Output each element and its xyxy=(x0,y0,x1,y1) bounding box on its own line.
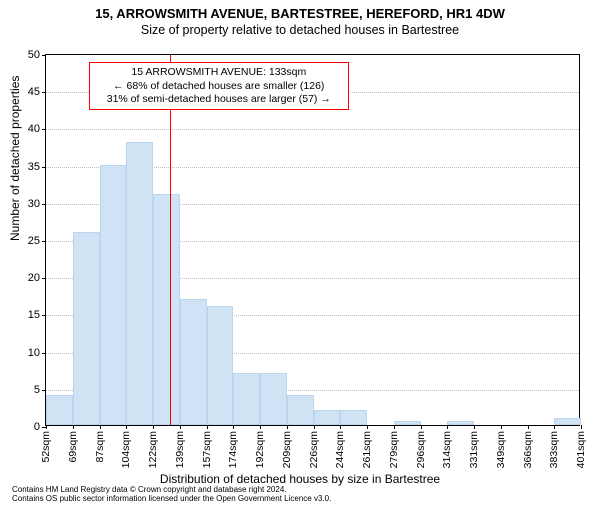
x-tick-label: 383sqm xyxy=(548,431,560,468)
y-tick-mark xyxy=(42,241,46,242)
x-tick-label: 122sqm xyxy=(147,431,159,468)
x-tick-label: 52sqm xyxy=(40,431,52,463)
y-tick-mark xyxy=(42,92,46,93)
chart-subtitle: Size of property relative to detached ho… xyxy=(0,23,600,37)
histogram-bar xyxy=(153,194,180,425)
y-tick-label: 40 xyxy=(28,123,40,135)
y-tick-mark xyxy=(42,390,46,391)
x-tick-label: 366sqm xyxy=(522,431,534,468)
x-tick-mark xyxy=(73,425,74,429)
x-tick-mark xyxy=(501,425,502,429)
x-tick-mark xyxy=(421,425,422,429)
x-tick-label: 314sqm xyxy=(441,431,453,468)
histogram-bar xyxy=(260,373,287,425)
y-tick-mark xyxy=(42,129,46,130)
x-tick-label: 157sqm xyxy=(201,431,213,468)
annotation-line: 31% of semi-detached houses are larger (… xyxy=(96,93,342,106)
y-tick-label: 45 xyxy=(28,86,40,98)
x-tick-mark xyxy=(367,425,368,429)
y-tick-mark xyxy=(42,167,46,168)
x-tick-label: 69sqm xyxy=(67,431,79,463)
x-tick-mark xyxy=(180,425,181,429)
x-tick-label: 87sqm xyxy=(94,431,106,463)
x-tick-label: 139sqm xyxy=(174,431,186,468)
y-axis-label: Number of detached properties xyxy=(8,76,22,241)
x-tick-mark xyxy=(287,425,288,429)
x-tick-label: 401sqm xyxy=(575,431,587,468)
y-tick-label: 20 xyxy=(28,272,40,284)
y-tick-mark xyxy=(42,204,46,205)
y-tick-label: 30 xyxy=(28,198,40,210)
x-tick-mark xyxy=(340,425,341,429)
histogram-bar xyxy=(126,142,153,425)
x-tick-label: 349sqm xyxy=(495,431,507,468)
y-tick-mark xyxy=(42,55,46,56)
x-tick-label: 174sqm xyxy=(227,431,239,468)
plot-frame: 0510152025303540455052sqm69sqm87sqm104sq… xyxy=(45,54,580,426)
x-tick-mark xyxy=(474,425,475,429)
y-tick-label: 10 xyxy=(28,347,40,359)
x-tick-label: 296sqm xyxy=(415,431,427,468)
x-tick-label: 209sqm xyxy=(281,431,293,468)
x-tick-mark xyxy=(233,425,234,429)
histogram-bar xyxy=(207,306,234,425)
histogram-bar xyxy=(340,410,367,425)
histogram-bar xyxy=(447,421,474,425)
reference-line xyxy=(170,55,171,425)
x-tick-label: 279sqm xyxy=(388,431,400,468)
histogram-bar xyxy=(73,232,100,425)
annotation-line: ← 68% of detached houses are smaller (12… xyxy=(96,80,342,93)
x-tick-mark xyxy=(554,425,555,429)
x-tick-mark xyxy=(528,425,529,429)
y-tick-label: 50 xyxy=(28,49,40,61)
x-tick-label: 192sqm xyxy=(254,431,266,468)
x-tick-label: 226sqm xyxy=(308,431,320,468)
x-tick-label: 104sqm xyxy=(120,431,132,468)
histogram-bar xyxy=(394,421,421,425)
histogram-bar xyxy=(180,299,207,425)
plot-area: 0510152025303540455052sqm69sqm87sqm104sq… xyxy=(45,54,580,426)
histogram-bar xyxy=(287,395,314,425)
annotation-box: 15 ARROWSMITH AVENUE: 133sqm← 68% of det… xyxy=(89,62,349,109)
attribution-text: Contains HM Land Registry data © Crown c… xyxy=(12,486,331,504)
x-tick-mark xyxy=(394,425,395,429)
x-tick-mark xyxy=(207,425,208,429)
x-tick-mark xyxy=(126,425,127,429)
x-tick-mark xyxy=(581,425,582,429)
histogram-bar xyxy=(233,373,260,425)
histogram-bar xyxy=(46,395,73,425)
x-tick-mark xyxy=(100,425,101,429)
y-tick-mark xyxy=(42,353,46,354)
gridline xyxy=(46,129,579,130)
y-tick-label: 25 xyxy=(28,235,40,247)
chart-title: 15, ARROWSMITH AVENUE, BARTESTREE, HEREF… xyxy=(0,6,600,21)
x-tick-label: 244sqm xyxy=(334,431,346,468)
x-tick-label: 261sqm xyxy=(361,431,373,468)
x-tick-mark xyxy=(447,425,448,429)
y-tick-mark xyxy=(42,278,46,279)
y-tick-label: 15 xyxy=(28,309,40,321)
x-axis-label: Distribution of detached houses by size … xyxy=(0,472,600,486)
x-tick-label: 331sqm xyxy=(468,431,480,468)
histogram-bar xyxy=(314,410,341,425)
histogram-bar xyxy=(554,418,581,425)
x-tick-mark xyxy=(46,425,47,429)
y-tick-mark xyxy=(42,315,46,316)
histogram-bar xyxy=(100,165,127,425)
y-tick-label: 5 xyxy=(34,384,40,396)
x-tick-mark xyxy=(260,425,261,429)
x-tick-mark xyxy=(314,425,315,429)
annotation-line: 15 ARROWSMITH AVENUE: 133sqm xyxy=(96,66,342,79)
y-tick-label: 35 xyxy=(28,161,40,173)
x-tick-mark xyxy=(153,425,154,429)
